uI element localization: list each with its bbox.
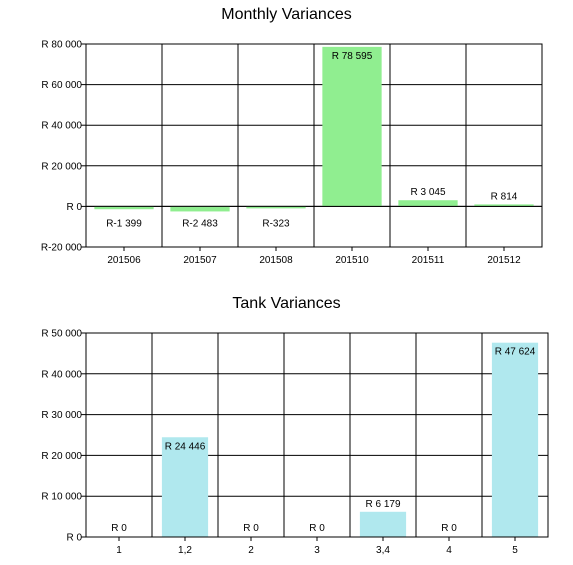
y-tick-label: R 0 bbox=[66, 202, 82, 213]
monthly-variances-chart: R-20 000 R 0 R 20 000 R 40 000 R 60 000 R 80 … bbox=[41, 40, 543, 266]
data-label: R 47 624 bbox=[495, 347, 536, 358]
x-tick-label: 201511 bbox=[412, 255, 445, 266]
data-label: R 814 bbox=[491, 192, 518, 203]
data-label: R 78 595 bbox=[332, 51, 373, 62]
y-tick-label: R 50 000 bbox=[41, 329, 82, 340]
y-tick-label: R 20 000 bbox=[41, 161, 82, 172]
x-tick-label: 1 bbox=[116, 545, 122, 556]
plot-frame bbox=[85, 332, 549, 538]
bar bbox=[322, 46, 382, 207]
y-tick-label: R 30 000 bbox=[41, 410, 82, 421]
x-tick-label: 3,4 bbox=[376, 545, 390, 556]
y-tick-label: R 40 000 bbox=[41, 121, 82, 132]
data-label: R 24 446 bbox=[165, 441, 206, 452]
y-tick-label: R 0 bbox=[66, 533, 82, 544]
data-label: R 0 bbox=[243, 523, 259, 534]
tank-variances-title: Tank Variances bbox=[232, 295, 341, 312]
data-label: R-1 399 bbox=[106, 218, 142, 229]
y-tick-label: R 40 000 bbox=[41, 369, 82, 380]
data-label: R-323 bbox=[262, 218, 290, 229]
x-tick-label: 201508 bbox=[259, 255, 293, 266]
monthly-variances-title: Monthly Variances bbox=[221, 6, 352, 23]
x-tick-label: 2 bbox=[248, 545, 254, 556]
x-tick-label: 3 bbox=[314, 545, 320, 556]
y-tick-label: R 80 000 bbox=[41, 40, 82, 51]
bar bbox=[170, 206, 230, 212]
bar bbox=[398, 200, 458, 207]
x-tick-label: 201506 bbox=[107, 255, 141, 266]
x-tick-label: 201507 bbox=[183, 255, 217, 266]
bar bbox=[474, 204, 534, 207]
data-label: R 0 bbox=[441, 523, 457, 534]
x-tick-label: 1,2 bbox=[178, 545, 192, 556]
bar bbox=[359, 511, 407, 537]
y-tick-label: R 20 000 bbox=[41, 451, 82, 462]
data-label: R-2 483 bbox=[182, 218, 218, 229]
data-label: R 3 045 bbox=[410, 187, 445, 198]
x-tick-label: 4 bbox=[446, 545, 452, 556]
bar bbox=[491, 342, 539, 537]
bar bbox=[246, 206, 306, 209]
data-label: R 6 179 bbox=[365, 499, 400, 510]
y-tick-label: R-20 000 bbox=[41, 243, 83, 254]
x-tick-label: 201512 bbox=[487, 255, 521, 266]
data-label: R 0 bbox=[111, 523, 127, 534]
x-tick-label: 5 bbox=[512, 545, 518, 556]
bar bbox=[94, 206, 154, 210]
plot-frame bbox=[85, 43, 543, 248]
data-label: R 0 bbox=[309, 523, 325, 534]
y-tick-label: R 10 000 bbox=[41, 492, 82, 503]
bar bbox=[161, 437, 209, 537]
x-tick-label: 201510 bbox=[335, 255, 369, 266]
y-tick-label: R 60 000 bbox=[41, 80, 82, 91]
